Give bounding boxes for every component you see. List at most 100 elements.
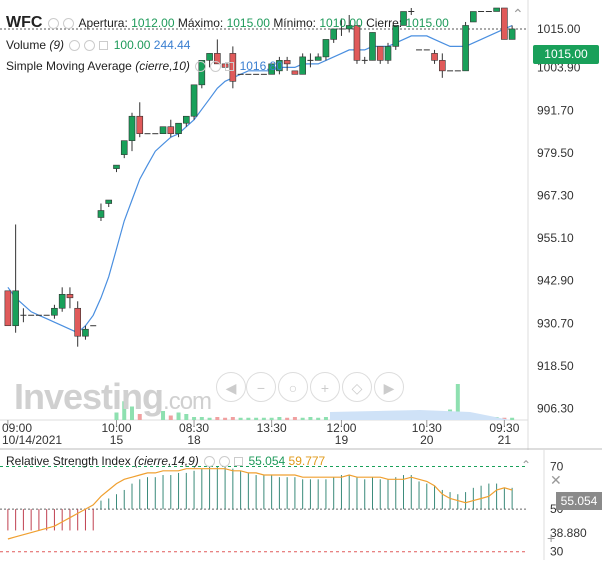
settings-icon[interactable]: ⌃ xyxy=(521,458,532,472)
gear-icon[interactable] xyxy=(219,456,231,468)
x-tick-date: 20 xyxy=(420,433,434,447)
close-icon[interactable] xyxy=(234,457,244,467)
rsi-signal-line xyxy=(7,468,513,540)
candle-body xyxy=(206,53,213,61)
scroll-right-button[interactable]: ▶ xyxy=(374,372,404,402)
rsi-y-tick-label: 70 xyxy=(550,460,564,474)
y-tick-label: 906.30 xyxy=(537,401,574,415)
zoom-in-button[interactable]: + xyxy=(310,372,340,402)
x-tick-date: 18 xyxy=(187,433,201,447)
candle-body xyxy=(221,63,229,68)
x-tick-date: 21 xyxy=(498,433,512,447)
volume-bar xyxy=(137,414,142,420)
zoom-out-button[interactable]: − xyxy=(246,372,276,402)
y-tick-label: 942.90 xyxy=(537,274,574,288)
y-tick-label: 955.10 xyxy=(537,231,574,245)
zoom-reset-button[interactable]: ○ xyxy=(278,372,308,402)
rsi-y-tick-label: 30 xyxy=(550,545,564,559)
volume-bar xyxy=(269,417,274,420)
candle-body xyxy=(159,126,167,134)
volume-legend: Volume (9) 100.00 244.44 xyxy=(6,38,190,52)
volume-label: Volume xyxy=(6,38,47,52)
x-tick-time: 09:00 xyxy=(2,421,32,435)
eye-icon[interactable] xyxy=(195,61,207,73)
volume-bar xyxy=(192,417,197,420)
candle-body xyxy=(330,28,337,40)
x-tick-time: 12:00 xyxy=(326,421,356,435)
x-tick-date: 15 xyxy=(110,433,124,447)
volume-bar xyxy=(199,417,204,420)
eye-icon[interactable] xyxy=(204,456,216,468)
volume-bar xyxy=(161,411,166,420)
candle-body xyxy=(462,25,469,72)
volume-bar xyxy=(254,417,259,420)
candle-body xyxy=(82,328,89,337)
symbol-label: WFC xyxy=(6,14,43,31)
volume-bar xyxy=(455,384,460,420)
add-pane-icon[interactable]: + xyxy=(547,530,556,546)
candle-body xyxy=(314,56,322,61)
rsi-legend: Relative Strength Index (cierre,14,9) 55… xyxy=(6,454,325,468)
y-tick-label: 991.70 xyxy=(537,103,574,117)
high-label: Máximo: xyxy=(177,16,224,30)
volume-bar xyxy=(292,417,297,420)
candle-body xyxy=(167,126,175,134)
volume-value-2: 244.44 xyxy=(153,38,191,52)
close-pane-icon[interactable]: ✕ xyxy=(550,472,562,488)
candle-body xyxy=(128,115,136,141)
eye-icon[interactable] xyxy=(69,40,81,52)
volume-bar xyxy=(215,417,220,420)
candle-body xyxy=(493,7,500,12)
x-tick-date: 19 xyxy=(335,433,349,447)
y-tick-label: 979.50 xyxy=(537,146,574,160)
volume-param: (9) xyxy=(49,38,65,52)
fit-button[interactable]: ◇ xyxy=(342,372,372,402)
candle-body xyxy=(183,115,190,124)
x-tick-time: 09:30 xyxy=(489,421,519,435)
candle-body xyxy=(268,63,275,75)
gear-icon[interactable] xyxy=(84,40,96,52)
rsi-label: Relative Strength Index xyxy=(6,454,131,468)
gear-icon[interactable] xyxy=(210,61,222,73)
volume-bar xyxy=(316,417,321,420)
candle-body xyxy=(439,60,446,72)
candle-body xyxy=(384,46,392,61)
volume-bar xyxy=(285,417,290,420)
candle-body xyxy=(58,294,66,309)
candle-body xyxy=(175,122,182,134)
candle-body xyxy=(136,115,144,134)
sma-line xyxy=(7,24,513,334)
candle-body xyxy=(345,25,353,30)
last-price-badge: 1015.00 xyxy=(533,45,599,64)
low-label: Mínimo: xyxy=(273,16,316,30)
candle-body xyxy=(369,32,376,61)
volume-bar xyxy=(246,417,251,420)
volume-bar xyxy=(122,401,127,420)
close-icon[interactable] xyxy=(99,41,109,51)
candle-body xyxy=(120,140,128,155)
candle-body xyxy=(291,70,299,75)
volume-value-1: 100.00 xyxy=(113,38,151,52)
candle-body xyxy=(4,290,12,327)
close-icon[interactable] xyxy=(225,62,235,72)
scroll-left-button[interactable]: ◀ xyxy=(216,372,246,402)
volume-bar xyxy=(168,415,173,420)
candle-body xyxy=(190,84,198,117)
eye-icon[interactable] xyxy=(47,18,59,30)
volume-bar xyxy=(176,412,181,420)
volume-bar xyxy=(130,406,134,420)
candle-body xyxy=(392,25,400,47)
candle-body xyxy=(353,25,361,61)
high-value: 1015.00 xyxy=(226,16,270,30)
open-value: 1012.00 xyxy=(131,16,175,30)
volume-ma-area xyxy=(330,410,510,420)
candle-body xyxy=(283,60,291,65)
close-label: Cierre: xyxy=(366,16,403,30)
collapse-icon[interactable]: ⌃ xyxy=(512,6,524,22)
candle-body xyxy=(51,307,58,316)
gear-icon[interactable] xyxy=(62,18,74,30)
volume-bar xyxy=(510,417,515,420)
